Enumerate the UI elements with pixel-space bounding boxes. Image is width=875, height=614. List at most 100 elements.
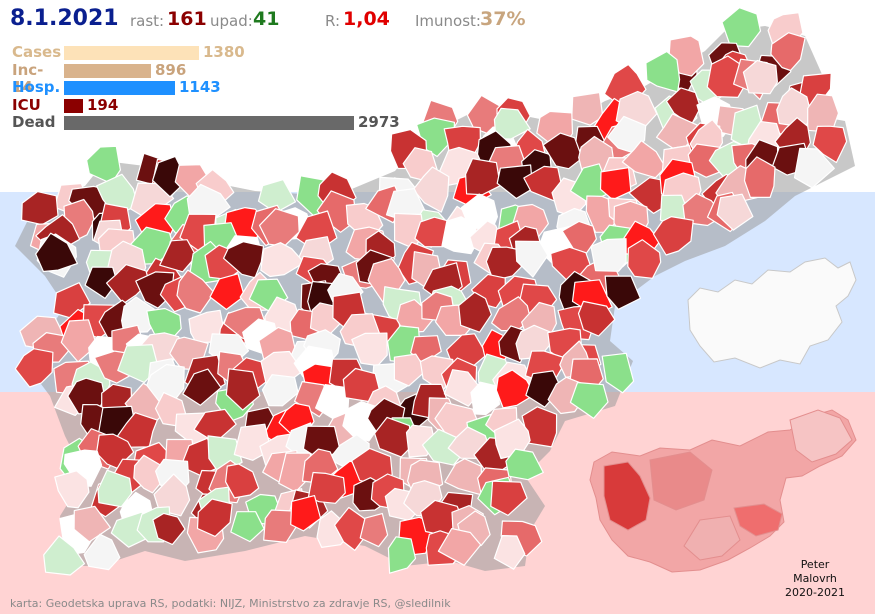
municipality-region bbox=[514, 240, 549, 278]
municipality-region bbox=[742, 59, 779, 95]
municipality-region bbox=[493, 534, 526, 570]
municipality-region bbox=[812, 125, 848, 164]
municipality-region bbox=[387, 536, 417, 574]
author-line-2: Malovrh bbox=[793, 572, 837, 585]
bar-label: ICU bbox=[12, 95, 41, 114]
report-date: 8.1.2021 bbox=[10, 6, 119, 31]
bar-value: 2973 bbox=[358, 113, 400, 131]
municipality-region bbox=[621, 140, 667, 179]
bar-label: Dead bbox=[12, 113, 56, 131]
imunost-value: 37% bbox=[480, 8, 526, 30]
inset-region-dark-1 bbox=[603, 461, 651, 531]
municipality-region bbox=[521, 406, 558, 448]
bar-label: Hosp. bbox=[12, 78, 61, 96]
municipality-region bbox=[120, 296, 155, 334]
inset-region-mid-2 bbox=[683, 515, 741, 561]
municipality-region bbox=[54, 470, 90, 509]
municipality-region bbox=[105, 264, 150, 305]
municipality-region bbox=[493, 107, 531, 140]
municipality-region bbox=[152, 512, 186, 546]
municipality-region bbox=[604, 275, 642, 310]
municipality-region bbox=[571, 91, 604, 126]
municipality-region bbox=[209, 273, 245, 311]
municipality-region bbox=[260, 242, 305, 278]
inset-region-light bbox=[789, 409, 853, 463]
bar-value: 1143 bbox=[179, 78, 221, 96]
municipality-region bbox=[230, 511, 265, 543]
municipality-region bbox=[14, 348, 54, 388]
municipality-region bbox=[153, 473, 191, 517]
municipality-region bbox=[465, 158, 501, 196]
municipality-region bbox=[97, 469, 133, 508]
upad-label: upad: bbox=[210, 12, 253, 30]
municipality-region bbox=[43, 535, 86, 576]
municipality-region bbox=[590, 238, 627, 272]
upad-value: 41 bbox=[253, 8, 280, 30]
r-value: 1,04 bbox=[343, 8, 390, 30]
municipality-region bbox=[441, 216, 478, 255]
inset-slovenia-pink bbox=[589, 409, 857, 573]
municipality-region bbox=[437, 527, 482, 566]
bar-fill bbox=[64, 63, 151, 78]
municipality-region bbox=[458, 291, 492, 333]
rast-value: 161 bbox=[167, 8, 207, 30]
municipality-region bbox=[35, 232, 79, 273]
municipality-region bbox=[83, 533, 121, 571]
bar-fill bbox=[64, 98, 83, 113]
inset-region-dark-2 bbox=[733, 503, 783, 537]
municipality-region bbox=[196, 498, 233, 538]
municipality-region bbox=[627, 239, 662, 279]
municipality-region bbox=[505, 448, 544, 481]
imunost-label: Imunost: bbox=[415, 12, 481, 30]
municipality-region bbox=[645, 50, 681, 93]
inset-slovenia-blue bbox=[687, 257, 857, 369]
municipality-region bbox=[225, 463, 260, 499]
municipality-region bbox=[601, 352, 635, 394]
r-label: R: bbox=[325, 12, 341, 30]
municipality-region bbox=[412, 166, 450, 213]
municipality-region bbox=[223, 241, 265, 279]
municipality-region bbox=[182, 368, 222, 406]
municipality-region bbox=[542, 132, 583, 170]
municipality-region bbox=[290, 495, 322, 532]
municipality-region bbox=[495, 369, 536, 409]
municipality-region bbox=[176, 269, 215, 314]
municipality-region bbox=[490, 480, 528, 517]
bar-label: Cases bbox=[12, 43, 62, 61]
author-line-1: Peter bbox=[800, 558, 830, 571]
inset-region-mid bbox=[649, 451, 713, 511]
municipality-region bbox=[743, 156, 776, 198]
municipality-region bbox=[60, 319, 98, 363]
author-credit: Peter Malovrh 2020-2021 bbox=[775, 558, 855, 600]
map-credit: karta: Geodetska uprava RS, podatki: NIJ… bbox=[10, 597, 451, 610]
bar-fill bbox=[64, 46, 199, 60]
bar-value: 194 bbox=[87, 95, 119, 114]
municipality-region bbox=[793, 147, 835, 189]
municipality-region bbox=[84, 266, 118, 299]
municipality-region bbox=[73, 505, 112, 543]
municipality-region bbox=[117, 344, 159, 384]
municipality-region bbox=[569, 381, 609, 419]
bar-value: 896 bbox=[155, 60, 187, 79]
municipality-region bbox=[444, 458, 483, 496]
municipality-region bbox=[225, 368, 261, 411]
bar-fill bbox=[64, 116, 354, 130]
rast-label: rast: bbox=[130, 12, 165, 30]
municipality-region bbox=[374, 416, 414, 458]
municipality-region bbox=[307, 471, 346, 504]
municipality-region bbox=[496, 164, 534, 200]
author-line-3: 2020-2021 bbox=[785, 586, 845, 599]
bar-label: Inc-14 bbox=[12, 60, 44, 96]
municipality-region bbox=[652, 216, 694, 256]
municipality-region bbox=[721, 7, 762, 48]
municipality-region bbox=[577, 300, 616, 337]
bar-value: 1380 bbox=[203, 43, 245, 61]
municipality-region bbox=[261, 374, 299, 407]
bar-fill bbox=[64, 81, 175, 95]
municipality-region bbox=[716, 193, 754, 231]
municipality-region bbox=[359, 512, 389, 548]
municipality-region bbox=[159, 239, 197, 273]
municipality-region bbox=[770, 32, 806, 72]
municipality-region bbox=[393, 353, 427, 387]
